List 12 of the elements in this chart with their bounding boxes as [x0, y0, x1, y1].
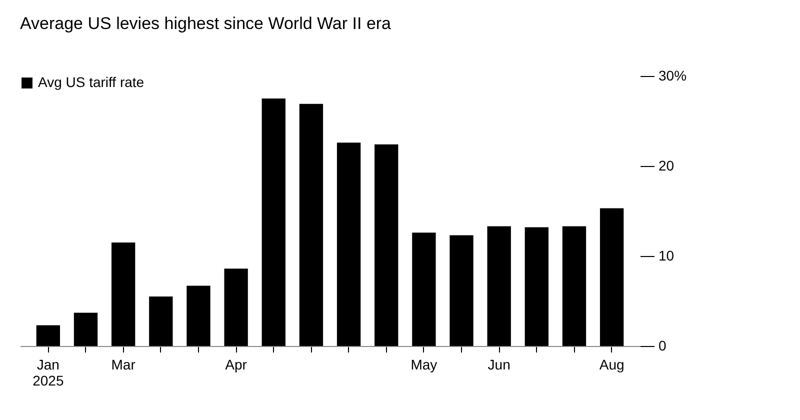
chart-title: Average US levies highest since World War II era: [20, 14, 392, 33]
x-tick-label: Mar: [111, 356, 136, 372]
x-tick-label: May: [410, 356, 438, 372]
legend-label: Avg US tariff rate: [38, 74, 144, 90]
y-tick-label: 10: [658, 248, 674, 264]
y-tick-label: 0: [658, 338, 666, 354]
x-tick-label: Jun: [488, 356, 510, 372]
y-tick-label: 20: [658, 158, 674, 174]
y-tick-label: 30%: [658, 68, 687, 84]
x-tick-label: Apr: [225, 356, 248, 372]
x-tick-label: Aug: [599, 356, 624, 372]
x-tick-label: Jan 2025: [32, 356, 64, 388]
